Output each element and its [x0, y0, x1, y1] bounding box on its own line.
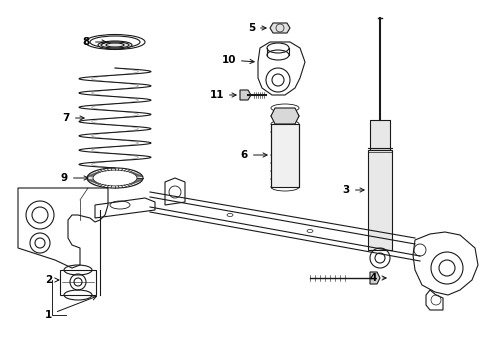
Text: 6: 6 [240, 150, 266, 160]
Bar [270, 124, 298, 187]
Text: 7: 7 [62, 113, 84, 123]
Bar [369, 120, 389, 150]
Bar [367, 150, 391, 250]
Text: 1: 1 [45, 296, 96, 320]
Polygon shape [270, 108, 298, 124]
Text: 10: 10 [221, 55, 254, 65]
Text: 5: 5 [247, 23, 265, 33]
Text: 8: 8 [82, 37, 106, 47]
Polygon shape [369, 272, 379, 284]
Polygon shape [269, 23, 289, 33]
Ellipse shape [98, 41, 132, 49]
Text: 11: 11 [209, 90, 236, 100]
Polygon shape [240, 90, 250, 100]
Text: 9: 9 [61, 173, 88, 183]
Text: 3: 3 [342, 185, 364, 195]
Text: 4: 4 [369, 273, 386, 283]
Text: 2: 2 [45, 275, 59, 285]
